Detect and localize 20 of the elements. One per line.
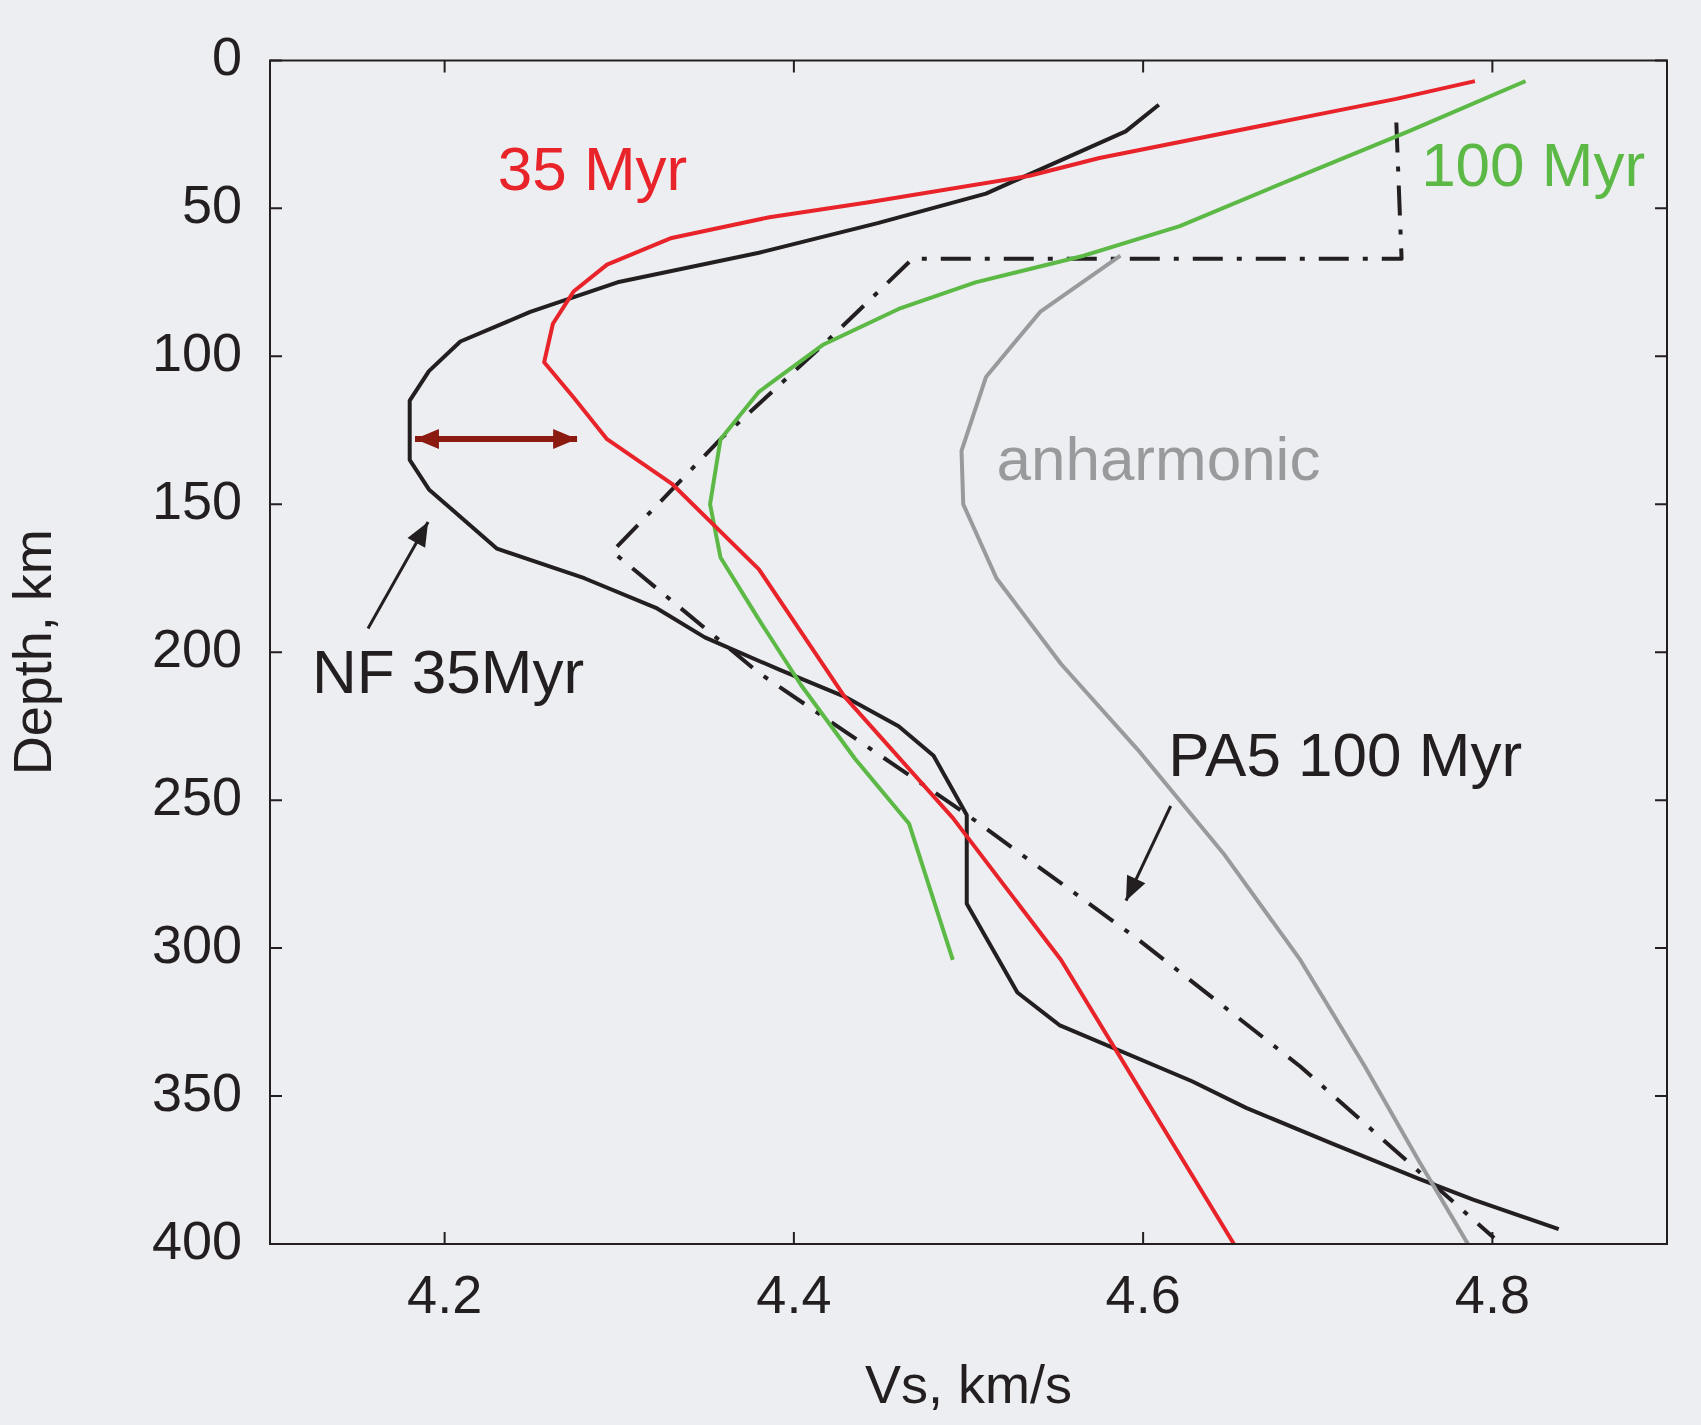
x-tick-label: 4.4	[756, 1264, 832, 1325]
annotation: PA5 100 Myr	[1168, 719, 1523, 789]
y-tick-label: 100	[151, 322, 242, 383]
y-tick-label: 150	[151, 470, 242, 531]
y-axis-title: Depth, km	[2, 529, 63, 776]
y-tick-label: 350	[151, 1061, 242, 1122]
y-tick-label: 50	[181, 174, 242, 235]
annotation: anharmonic	[996, 423, 1321, 493]
y-tick-label: 400	[151, 1209, 242, 1270]
y-tick-label: 200	[151, 618, 242, 679]
y-tick-label: 250	[151, 766, 242, 827]
x-tick-label: 4.2	[407, 1264, 483, 1325]
y-tick-label: 0	[211, 26, 242, 87]
y-tick-label: 300	[151, 913, 242, 974]
x-axis-title: Vs, km/s	[864, 1354, 1073, 1415]
annotation: 100 Myr	[1421, 130, 1646, 200]
annotation: NF 35Myr	[311, 636, 585, 706]
x-tick-label: 4.6	[1105, 1264, 1181, 1325]
x-tick-label: 4.8	[1454, 1264, 1530, 1325]
annotation: 35 Myr	[497, 133, 688, 203]
